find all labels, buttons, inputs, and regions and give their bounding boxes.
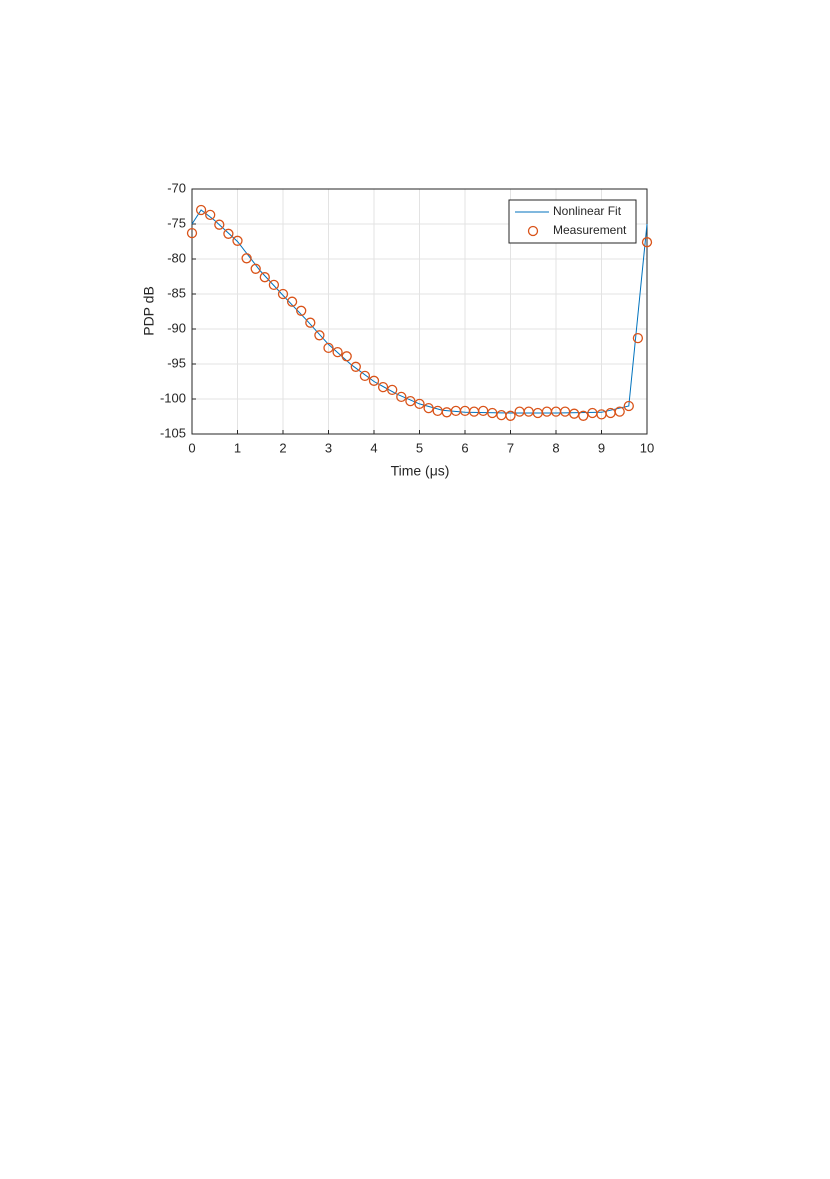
legend-box (508, 199, 637, 244)
marker (296, 305, 307, 316)
y-tick-label: -85 (167, 285, 186, 300)
marker (505, 410, 516, 421)
marker (396, 391, 407, 403)
marker (250, 263, 261, 274)
y-tick-label: -80 (167, 250, 186, 265)
x-tick-label: 3 (325, 440, 332, 455)
legend-marker (527, 225, 539, 237)
marker (377, 381, 389, 393)
x-tick-label: 7 (507, 440, 514, 455)
marker (423, 402, 434, 414)
marker (214, 219, 225, 230)
marker (241, 253, 252, 264)
marker (223, 228, 234, 239)
x-tick-label: 4 (370, 440, 377, 455)
x-axis-label: Time (μs) (391, 463, 450, 479)
marker (387, 384, 398, 396)
fit-line (191, 209, 648, 414)
marker (414, 398, 425, 410)
marker (632, 332, 644, 344)
legend-label: Nonlinear Fit (553, 204, 622, 218)
y-tick-label: -90 (167, 320, 186, 335)
marker (232, 235, 243, 246)
marker (623, 400, 634, 412)
marker (578, 410, 589, 421)
marker (641, 237, 653, 248)
y-tick-label: -95 (167, 355, 186, 370)
marker (341, 351, 352, 362)
x-tick-label: 8 (552, 440, 559, 455)
x-tick-label: 10 (640, 440, 654, 455)
marker (268, 279, 280, 291)
marker (614, 406, 625, 417)
x-tick-label: 1 (234, 440, 241, 455)
marker (305, 317, 316, 328)
y-axis-label: PDP dB (141, 286, 157, 336)
marker (286, 296, 298, 307)
marker (205, 209, 216, 221)
marker (332, 346, 343, 358)
marker (259, 272, 270, 283)
x-tick-label: 5 (416, 440, 423, 455)
marker (323, 342, 334, 354)
x-tick-label: 2 (279, 440, 286, 455)
y-tick-label: -75 (167, 215, 186, 230)
y-tick-label: -100 (160, 390, 186, 405)
axes-box (191, 188, 648, 435)
x-tick-label: 6 (461, 440, 468, 455)
marker (350, 361, 361, 372)
marker (186, 227, 198, 239)
marker (405, 395, 416, 407)
marker (195, 204, 207, 216)
marker (314, 330, 325, 341)
y-tick-label: -105 (160, 425, 186, 440)
marker (359, 370, 371, 382)
legend-label: Measurement (553, 223, 627, 237)
x-tick-label: 0 (188, 440, 195, 455)
marker (277, 288, 289, 300)
y-tick-label: -70 (167, 180, 186, 195)
x-tick-label: 9 (598, 440, 605, 455)
marker (368, 375, 380, 386)
